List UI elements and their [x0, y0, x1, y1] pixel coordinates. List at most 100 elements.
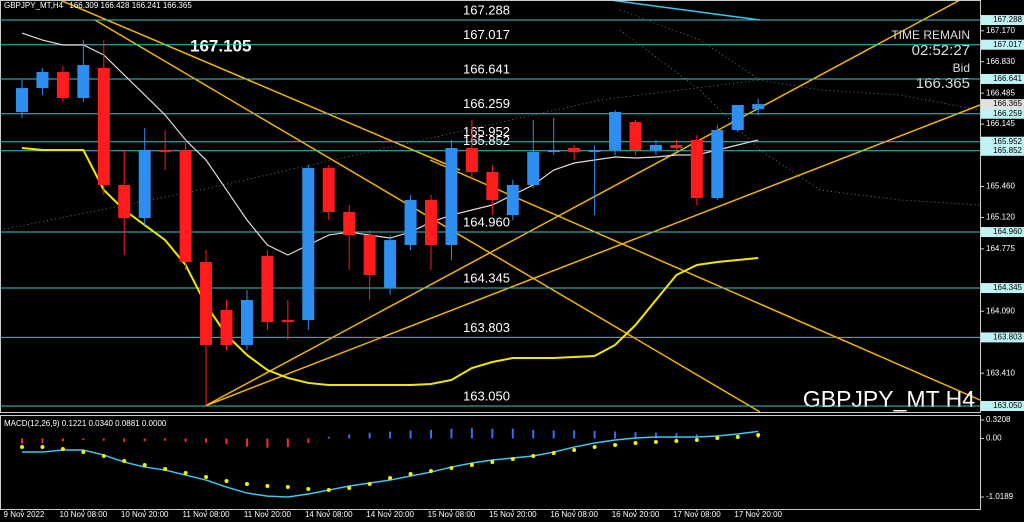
level-tag — [981, 283, 1024, 294]
candle-body — [77, 65, 90, 98]
signal-dot — [572, 448, 577, 453]
symbol: GBPJPY_MT,H4 — [4, 1, 64, 10]
candle-body — [547, 149, 560, 152]
x-tick-label: 10 Nov 08:00 — [60, 510, 108, 519]
candle-body — [486, 172, 499, 200]
candle-body — [690, 139, 703, 198]
candle-body — [200, 262, 213, 345]
x-tick-label: 9 Nov 2022 — [4, 510, 45, 519]
candle-body — [568, 147, 581, 152]
timer-value: 02:52:27 — [912, 42, 970, 59]
candle-body — [363, 235, 376, 276]
signal-dot — [653, 440, 658, 445]
signal-dot — [756, 433, 761, 438]
y-tick-label: 164.090 — [986, 306, 1015, 315]
signal-dot — [101, 454, 106, 459]
signal-dot — [531, 454, 536, 459]
candle-body — [302, 168, 315, 321]
candle-body — [322, 168, 335, 213]
candle-body — [731, 105, 744, 131]
candle-body — [506, 184, 519, 216]
main-frame — [0, 0, 981, 413]
level-label: 164.345 — [463, 270, 510, 285]
y-tick-label: 163.410 — [986, 368, 1015, 377]
signal-dot — [122, 459, 127, 464]
x-tick-label: 17 Nov 20:00 — [734, 510, 782, 519]
y-tick-label: -1.0189 — [986, 492, 1014, 501]
level-label: 163.803 — [463, 320, 510, 335]
candle-body — [425, 199, 437, 245]
signal-dot — [265, 484, 270, 489]
level-tag — [981, 15, 1024, 26]
y-tick-label: 167.170 — [986, 26, 1015, 35]
level-tag — [981, 145, 1024, 156]
candle-body — [240, 299, 253, 345]
x-tick-label: 15 Nov 08:00 — [428, 510, 476, 519]
open: 166.309 — [69, 1, 98, 10]
y-tick-label: 166.830 — [986, 57, 1015, 66]
level-label: 163.050 — [463, 388, 510, 403]
signal-dot — [613, 443, 618, 448]
signal-dot — [347, 486, 352, 491]
close: 166.365 — [163, 1, 192, 10]
level-tag — [981, 73, 1024, 84]
level-tag-label: 167.288 — [993, 15, 1022, 24]
x-tick-label: 15 Nov 20:00 — [489, 510, 537, 519]
candle-body — [281, 320, 294, 323]
level-tag-label: 163.050 — [993, 401, 1022, 410]
level-tag — [981, 39, 1024, 50]
candle-body — [670, 144, 683, 148]
level-tag-label: 164.345 — [993, 283, 1022, 292]
candle-body — [649, 144, 662, 150]
header: GBPJPY_MT,H4 166.309 166.428 166.241 166… — [4, 1, 192, 10]
signal-dot — [204, 475, 209, 480]
macd-line — [22, 430, 759, 498]
candle-body — [609, 112, 622, 150]
level-tag-label: 166.259 — [993, 109, 1022, 118]
candle-body — [179, 149, 192, 263]
signal-dot — [183, 471, 188, 476]
candle-body — [118, 184, 131, 219]
y-tick-label: 0.00 — [986, 434, 1002, 443]
signal-dot — [388, 476, 393, 481]
price-tag — [981, 99, 1024, 110]
overlay-line — [21, 32, 759, 256]
candle-body — [36, 72, 49, 89]
x-tick-label: 11 Nov 20:00 — [244, 510, 292, 519]
candle-body — [711, 130, 724, 198]
macd-title: MACD(12,26,9) 0.1221 0.0340 0.0881 0.000… — [4, 419, 167, 428]
signal-dot — [469, 463, 474, 468]
level-label: 167.017 — [463, 27, 510, 42]
x-tick-label: 11 Nov 08:00 — [183, 510, 231, 519]
high: 166.428 — [101, 1, 130, 10]
candle-body — [404, 199, 417, 245]
candle-body — [752, 104, 765, 110]
signal-dot — [367, 482, 372, 487]
level-label: 165.852 — [463, 133, 510, 148]
signal-dot — [244, 482, 249, 487]
bid-value: 166.365 — [916, 75, 970, 92]
candle-body — [56, 72, 69, 98]
x-tick-label: 16 Nov 08:00 — [550, 510, 598, 519]
signal-dot — [633, 441, 638, 446]
x-tick-label: 17 Nov 08:00 — [673, 510, 721, 519]
level-tag — [981, 136, 1024, 147]
level-tag-label: 166.641 — [993, 74, 1022, 83]
signal-dot — [510, 457, 515, 462]
level-tag-label: 163.803 — [993, 333, 1022, 342]
watermark: GBPJPY_MT H4 — [803, 386, 975, 412]
level-tag — [981, 400, 1024, 411]
level-label: 164.960 — [463, 214, 510, 229]
macd-frame — [0, 415, 981, 510]
x-tick-label: 14 Nov 20:00 — [366, 510, 414, 519]
level-tag — [981, 227, 1024, 238]
level-tag — [981, 108, 1024, 119]
level-tag-label: 165.852 — [993, 146, 1022, 155]
candle-body — [261, 255, 274, 323]
candle-body — [343, 212, 356, 236]
y-tick-label: 165.120 — [986, 213, 1015, 222]
signal-dot — [408, 472, 413, 477]
x-tick-label: 14 Nov 08:00 — [305, 510, 353, 519]
